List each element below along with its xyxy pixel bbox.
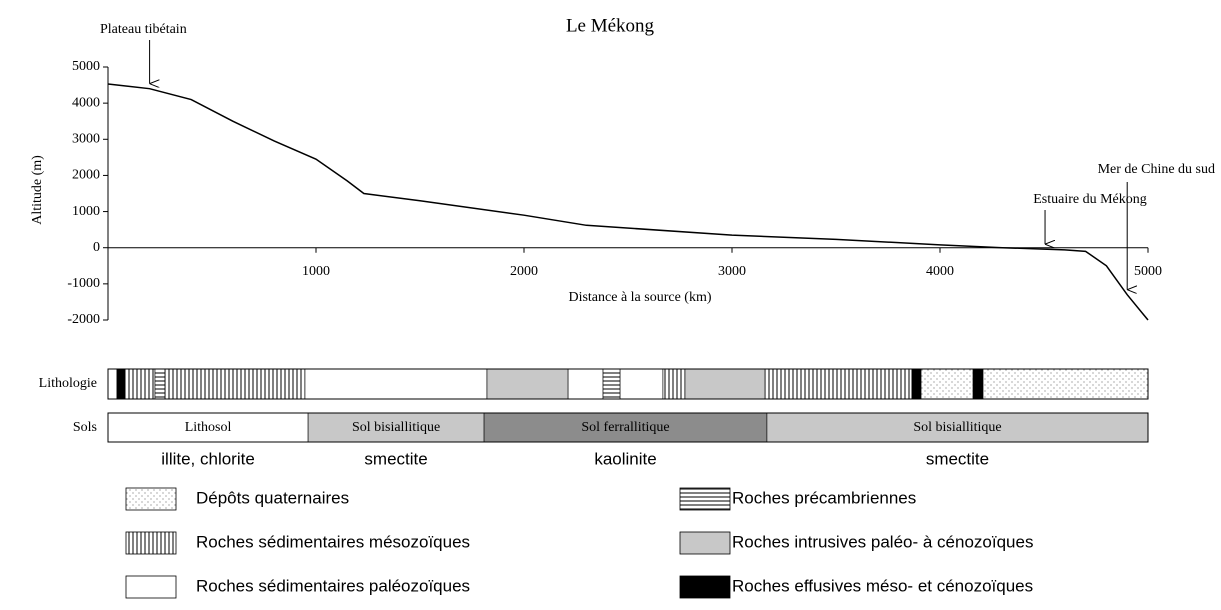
lithology-segment — [154, 368, 166, 400]
mineral: illite, chlorite — [161, 449, 255, 468]
y-tick-label: 4000 — [72, 95, 100, 110]
lithology-segment — [662, 368, 686, 400]
legend-label: Roches effusives méso- et cénozoïques — [732, 576, 1033, 595]
y-tick-label: 5000 — [72, 59, 100, 74]
sols-label: Sols — [73, 420, 97, 435]
legend-label: Roches intrusives paléo- à cénozoïques — [732, 532, 1033, 551]
sol-segment — [307, 412, 485, 443]
mineral: smectite — [364, 449, 427, 468]
sol-name: Sol bisiallitique — [352, 420, 440, 435]
y-tick-label: 3000 — [72, 132, 100, 147]
legend-label: Roches précambriennes — [732, 488, 916, 507]
lithology-segment — [764, 368, 913, 400]
lithology-segment — [619, 368, 664, 400]
lithology-segment — [164, 368, 306, 400]
lithology-segment — [116, 368, 126, 400]
lithology-segment — [486, 368, 569, 400]
lithology-segment — [972, 368, 984, 400]
legend-swatch — [679, 531, 731, 555]
legend-swatch — [679, 487, 731, 511]
lithology-label: Lithologie — [39, 376, 97, 391]
sols-frame — [107, 412, 1149, 443]
legend-label: Roches sédimentaires mésozoïques — [196, 532, 470, 551]
lithology-segment — [602, 368, 621, 400]
legend-swatch — [679, 575, 731, 599]
legend-label: Dépôts quaternaires — [196, 488, 349, 507]
x-tick-label: 3000 — [718, 264, 746, 279]
lithology-segment — [982, 368, 1149, 400]
lithology-segment — [684, 368, 766, 400]
annotation: Plateau tibétain — [100, 22, 187, 37]
sol-name: Sol ferrallitique — [581, 420, 669, 435]
sol-name: Lithosol — [185, 420, 232, 435]
legend-swatch — [125, 575, 177, 599]
lithology-segment — [920, 368, 974, 400]
lithology-segment — [124, 368, 156, 400]
x-axis-label: Distance à la source (km) — [568, 290, 711, 305]
y-tick-label: 1000 — [72, 204, 100, 219]
y-axis-label: Altitude (m) — [30, 155, 45, 225]
lithology-segment — [911, 368, 922, 400]
sol-segment — [483, 412, 768, 443]
y-tick-label: -2000 — [67, 312, 100, 327]
y-tick-label: 2000 — [72, 168, 100, 183]
annotation: Mer de Chine du sud — [1098, 162, 1215, 177]
mineral: kaolinite — [594, 449, 656, 468]
lithology-segment — [107, 368, 118, 400]
mineral: smectite — [926, 449, 989, 468]
x-tick-label: 4000 — [926, 264, 954, 279]
legend-swatch — [125, 531, 177, 555]
lithology-segment — [567, 368, 604, 400]
lithology-frame — [107, 368, 1149, 400]
legend-label: Roches sédimentaires paléozoïques — [196, 576, 470, 595]
x-tick-label: 5000 — [1134, 264, 1162, 279]
legend-swatch — [125, 487, 177, 511]
y-tick-label: -1000 — [67, 276, 100, 291]
y-tick-label: 0 — [93, 240, 100, 255]
x-tick-label: 1000 — [302, 264, 330, 279]
chart-title: Le Mékong — [566, 15, 655, 36]
annotation: Estuaire du Mékong — [1033, 192, 1147, 207]
x-tick-label: 2000 — [510, 264, 538, 279]
lithology-segment — [304, 368, 488, 400]
profile-line — [107, 83, 1149, 321]
sol-name: Sol bisiallitique — [913, 420, 1001, 435]
